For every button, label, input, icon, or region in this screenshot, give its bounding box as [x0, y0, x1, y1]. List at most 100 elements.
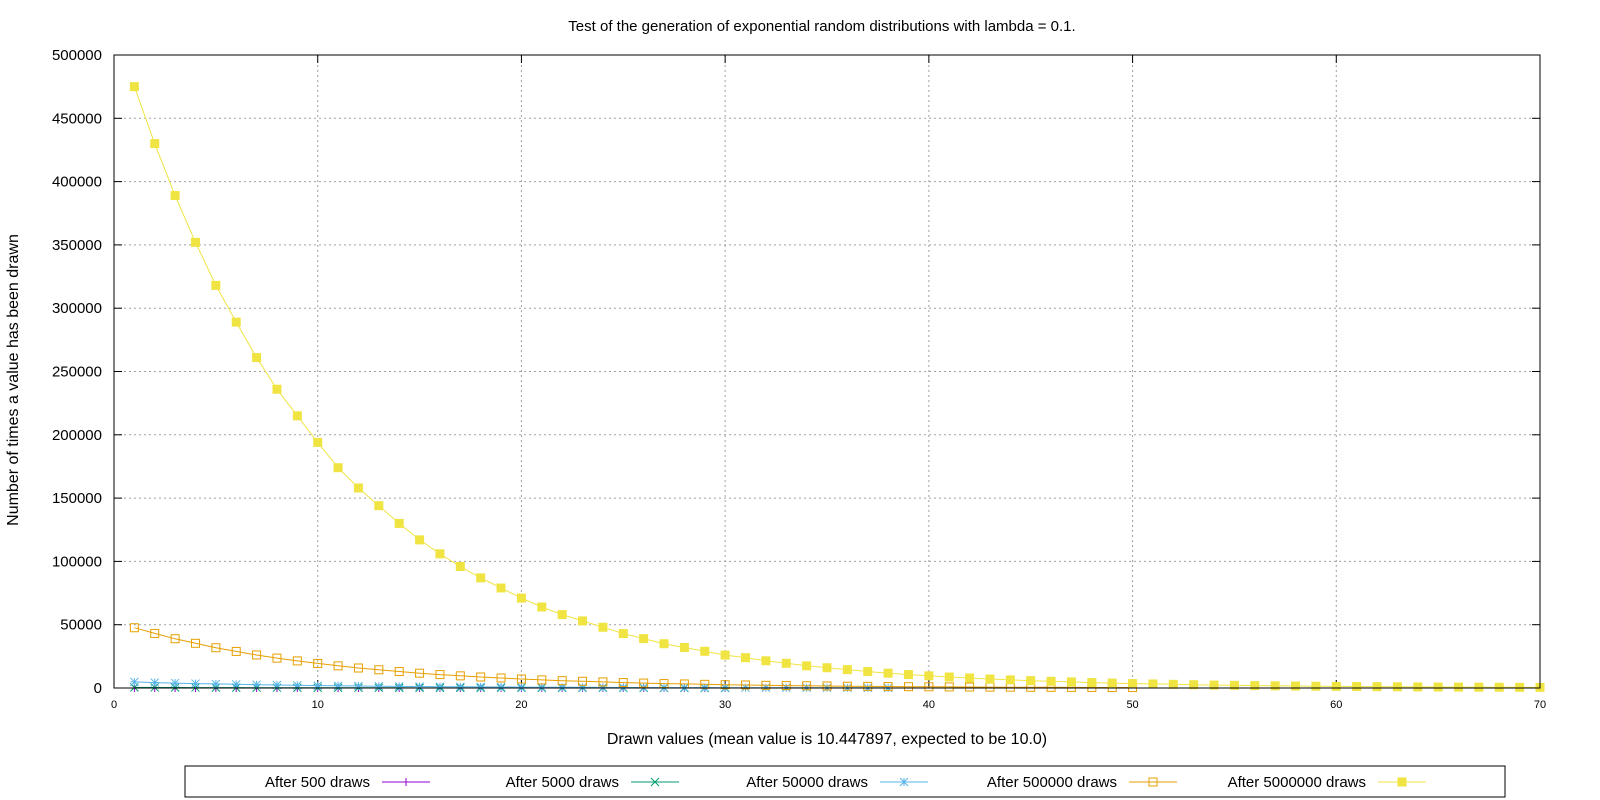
data-point: [292, 656, 302, 666]
data-point: [150, 628, 160, 638]
data-point: [374, 681, 384, 691]
series-3: [130, 677, 893, 693]
data-point: [394, 682, 404, 691]
data-point: [1474, 682, 1484, 692]
data-point: [1189, 680, 1199, 690]
legend-item: After 50000 draws: [746, 774, 928, 791]
data-point: [1005, 675, 1015, 685]
data-point: [129, 623, 139, 633]
data-point: [1413, 682, 1423, 692]
data-point: [211, 643, 221, 653]
data-point: [455, 682, 465, 692]
legend-marker: [899, 777, 909, 787]
legend-marker: [650, 777, 660, 787]
data-point: [903, 682, 913, 692]
data-point: [741, 653, 751, 663]
data-point: [1209, 680, 1219, 690]
data-point: [863, 681, 873, 691]
series-line: [134, 681, 889, 689]
data-point: [130, 677, 139, 687]
legend-label: After 50000 draws: [746, 774, 868, 791]
data-point: [150, 678, 160, 687]
y-tick-label: 100000: [52, 553, 102, 570]
data-point: [598, 683, 608, 692]
data-point: [924, 671, 934, 681]
data-point: [679, 642, 689, 652]
x-tick-label: 10: [312, 699, 324, 711]
data-point: [1331, 681, 1341, 691]
data-point: [700, 646, 710, 656]
data-point: [292, 680, 302, 690]
data-point: [374, 501, 384, 511]
data-point: [1352, 682, 1362, 692]
data-point: [476, 573, 486, 583]
legend-marker: [1148, 777, 1158, 787]
data-point: [211, 679, 221, 689]
data-point: [170, 191, 180, 201]
data-point: [639, 678, 649, 688]
data-point: [903, 670, 913, 680]
y-tick-label: 450000: [52, 110, 102, 127]
data-point: [944, 682, 954, 692]
y-axis-ticks: 0 50000 100000 150000 200000 250000 300000 3500…: [52, 47, 1540, 697]
data-point: [435, 682, 445, 692]
x-axis-label: Drawn values (mean value is 10.447897, e…: [607, 731, 1047, 748]
data-point: [1128, 679, 1138, 689]
data-point: [842, 665, 852, 675]
data-point: [272, 653, 282, 663]
data-point: [965, 673, 975, 683]
x-tick-label: 30: [719, 699, 731, 711]
data-point: [394, 667, 404, 677]
data-point: [333, 661, 343, 671]
data-point: [333, 681, 343, 691]
data-point: [863, 667, 873, 677]
data-point: [1515, 682, 1525, 692]
data-point: [781, 658, 791, 668]
data-point: [618, 629, 628, 639]
data-point: [211, 280, 221, 290]
data-point: [1433, 682, 1443, 692]
y-tick-label: 150000: [52, 490, 102, 507]
data-point: [190, 638, 200, 648]
data-point: [557, 676, 567, 686]
x-tick-label: 70: [1534, 699, 1546, 711]
data-point: [598, 622, 608, 632]
data-point: [292, 411, 302, 421]
data-point: [231, 317, 241, 327]
data-point: [883, 668, 893, 678]
data-point: [516, 593, 526, 603]
grid: [114, 55, 1540, 688]
y-axis-label: Number of times a value has been drawn: [5, 234, 22, 526]
data-point: [333, 463, 343, 473]
y-tick-label: 50000: [60, 617, 102, 634]
data-point: [1454, 682, 1464, 692]
series-line: [133, 86, 1541, 688]
data-point: [1148, 679, 1158, 689]
y-tick-label: 300000: [52, 300, 102, 317]
legend-marker: [1397, 777, 1407, 787]
legend-label: After 5000 draws: [506, 774, 619, 791]
data-point: [802, 681, 812, 691]
data-point: [557, 682, 567, 692]
data-point: [802, 661, 812, 671]
data-point: [394, 518, 404, 528]
data-point: [842, 681, 852, 691]
legend-label: After 500000 draws: [987, 774, 1117, 791]
data-point: [1087, 678, 1097, 688]
data-point: [170, 678, 180, 688]
data-point: [191, 679, 200, 688]
data-point: [1372, 682, 1382, 692]
data-point: [1066, 677, 1076, 687]
data-point: [1291, 681, 1301, 691]
data-point: [231, 646, 241, 656]
data-point: [557, 610, 567, 620]
data-point: [435, 549, 445, 559]
data-point: [1250, 681, 1260, 691]
data-point: [272, 680, 282, 690]
data-point: [496, 682, 506, 692]
data-point: [1494, 682, 1504, 692]
legend-item: After 500000 draws: [987, 774, 1177, 791]
data-point: [190, 237, 200, 247]
data-point: [720, 680, 730, 690]
legend: After 500 draws After 5000 draws After 500…: [184, 765, 1506, 798]
